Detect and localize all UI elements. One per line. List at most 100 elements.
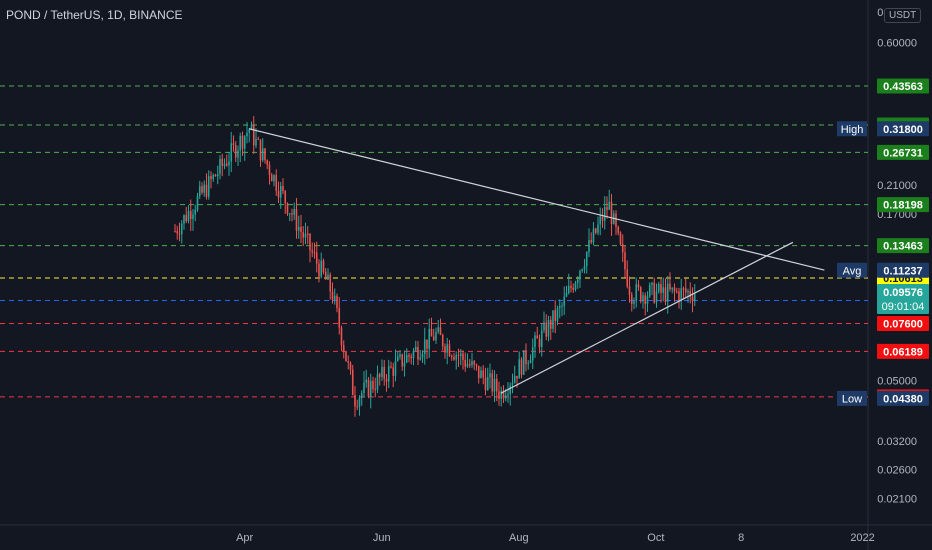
- candle-body: [223, 163, 226, 166]
- stat-name-bg: [837, 390, 867, 406]
- stat-name-bg: [837, 121, 867, 137]
- candle-body: [192, 214, 194, 220]
- candle-body: [455, 355, 458, 360]
- candle-body: [507, 393, 509, 396]
- candle-body: [412, 350, 415, 359]
- candle-body: [277, 190, 280, 198]
- candle-body: [178, 233, 181, 235]
- level-tag-bg: [877, 144, 929, 160]
- candle-body: [338, 307, 341, 328]
- candle-body: [401, 354, 404, 367]
- candle-body: [295, 209, 298, 231]
- candle-body: [657, 283, 660, 292]
- candle-body: [491, 373, 494, 392]
- candle-body: [536, 335, 539, 339]
- candle-body: [480, 370, 482, 379]
- candle-body: [486, 377, 489, 390]
- candle-body: [309, 233, 311, 251]
- candle-body: [423, 339, 426, 354]
- candle-body: [444, 346, 446, 353]
- candle-body: [669, 283, 671, 290]
- candle-body: [599, 216, 602, 225]
- candle-body: [241, 135, 244, 149]
- candle-body: [228, 161, 230, 166]
- candle-body: [563, 296, 566, 306]
- candle-body: [270, 174, 273, 182]
- candle-body: [378, 374, 381, 377]
- trend-line[interactable]: [248, 128, 825, 271]
- candle-body: [358, 398, 361, 407]
- candle-body: [628, 286, 631, 295]
- candle-body: [399, 354, 401, 357]
- candle-body: [468, 364, 471, 366]
- level-tag-bg: [877, 197, 929, 213]
- stat-value-tag-bg: [877, 390, 929, 406]
- candle-body: [293, 209, 296, 215]
- candle-body: [327, 274, 329, 280]
- candle-body: [448, 344, 451, 357]
- candle-body: [630, 294, 633, 304]
- stat-value-tag-bg: [877, 262, 929, 278]
- candle-body: [257, 138, 260, 140]
- candle-body: [610, 201, 613, 224]
- stat-name-bg: [837, 262, 867, 278]
- candle-body: [489, 373, 491, 378]
- candle-body: [680, 288, 683, 301]
- candle-body: [545, 322, 548, 337]
- candle-body: [408, 354, 410, 357]
- y-tick-label: 0.05000: [877, 375, 917, 387]
- candle-body: [439, 327, 442, 336]
- candle-body: [315, 252, 318, 264]
- candle-body: [324, 271, 327, 280]
- candle-body: [219, 159, 221, 174]
- candle-body: [207, 176, 210, 197]
- candle-body: [183, 215, 185, 224]
- candle-body: [565, 293, 568, 297]
- candle-body: [648, 284, 651, 297]
- candle-body: [482, 370, 485, 378]
- candle-body: [394, 360, 397, 376]
- candle-body: [579, 270, 581, 280]
- level-tag-bg: [877, 78, 929, 94]
- candle-body: [621, 244, 624, 253]
- candle-body: [189, 211, 192, 220]
- candle-body: [675, 291, 678, 293]
- x-tick-label: Aug: [509, 532, 529, 544]
- candle-body: [304, 233, 307, 238]
- candle-body: [594, 228, 597, 233]
- candle-body: [212, 174, 215, 180]
- candle-body: [351, 369, 354, 396]
- candle-body: [615, 213, 617, 227]
- candle-body: [583, 266, 586, 270]
- candle-body: [464, 359, 467, 367]
- candle-body: [237, 150, 239, 158]
- candle-body: [500, 390, 503, 399]
- candle-body: [255, 138, 257, 146]
- candle-body: [646, 296, 649, 304]
- candle-body: [466, 364, 469, 367]
- candle-body: [318, 263, 320, 277]
- candle-body: [619, 232, 622, 245]
- candle-body: [243, 136, 246, 149]
- candle-body: [525, 350, 527, 364]
- candle-body: [417, 346, 419, 360]
- candle-body: [435, 332, 437, 341]
- candle-body: [590, 239, 593, 243]
- candle-body: [689, 290, 692, 297]
- candle-body: [234, 144, 237, 158]
- candle-body: [329, 274, 332, 292]
- currency-button[interactable]: USDT: [884, 8, 922, 23]
- trend-line[interactable]: [500, 241, 794, 394]
- candle-body: [286, 203, 289, 214]
- candle-body: [302, 232, 305, 238]
- candle-body: [691, 296, 694, 301]
- candle-body: [284, 190, 287, 204]
- candle-body: [653, 282, 656, 303]
- candle-body: [403, 362, 406, 367]
- candle-body: [684, 288, 687, 293]
- candle-body: [356, 406, 359, 408]
- candle-body: [216, 173, 219, 177]
- candle-body: [572, 287, 575, 290]
